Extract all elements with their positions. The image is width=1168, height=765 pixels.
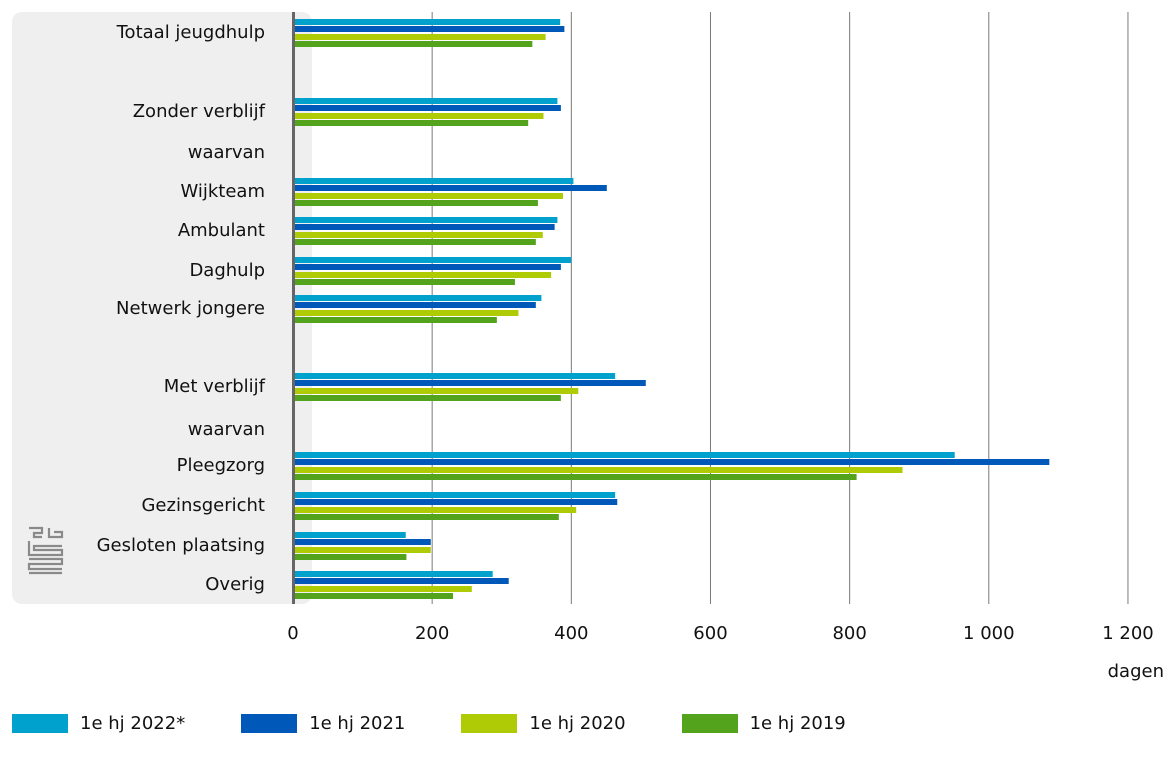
bar <box>293 539 431 545</box>
x-tick-label: 1 200 <box>1102 623 1154 644</box>
legend-item: 1e hj 2021 <box>241 713 405 734</box>
bar <box>293 395 561 401</box>
category-panel <box>12 12 312 604</box>
legend-label: 1e hj 2021 <box>309 712 406 734</box>
bar <box>293 514 559 520</box>
bar <box>293 26 565 32</box>
category-label: Gezinsgericht <box>141 495 265 516</box>
x-tick-label: 1 000 <box>963 623 1015 644</box>
bar <box>293 98 558 104</box>
bar <box>293 380 646 386</box>
bar <box>293 459 1050 465</box>
bar <box>293 492 616 498</box>
category-label: Netwerk jongere <box>116 298 265 319</box>
bar <box>293 586 472 592</box>
category-labels: Totaal jeugdhulp Zonder verblijf waarvan Wi… <box>97 22 266 595</box>
legend-label: 1e hj 2022* <box>80 712 186 734</box>
bar <box>293 224 555 230</box>
legend-item: 1e hj 2022* <box>12 713 185 734</box>
bar <box>293 113 544 119</box>
bar <box>293 388 579 394</box>
bar <box>293 532 406 538</box>
bar <box>293 452 955 458</box>
category-label: Gesloten plaatsing <box>97 535 265 556</box>
category-label: Zonder verblijf <box>133 101 266 122</box>
bar <box>293 467 903 473</box>
bar <box>293 578 509 584</box>
bar <box>293 193 563 199</box>
bar <box>293 507 577 513</box>
x-tick-label: 600 <box>693 623 727 644</box>
bar <box>293 272 552 278</box>
category-label: Totaal jeugdhulp <box>116 22 265 43</box>
category-label: Ambulant <box>178 220 265 241</box>
x-tick-label: 800 <box>832 623 866 644</box>
bar <box>293 554 407 560</box>
category-label: Daghulp <box>189 260 265 281</box>
bar <box>293 373 616 379</box>
legend-swatch <box>12 713 68 733</box>
legend: 1e hj 2022* 1e hj 2021 1e hj 2020 1e hj 201… <box>12 708 902 738</box>
legend-item: 1e hj 2019 <box>681 712 846 734</box>
bar <box>293 185 607 191</box>
bar <box>293 232 543 238</box>
legend-item: 1e hj 2020 <box>461 712 626 734</box>
bar <box>293 310 519 316</box>
bar <box>293 302 536 308</box>
bar <box>293 105 561 111</box>
bar <box>293 257 572 263</box>
category-label: Met verblijf <box>164 376 266 397</box>
cbs-logo-icon <box>27 526 64 575</box>
category-label: Overig <box>205 574 265 595</box>
bar <box>293 593 454 599</box>
bar <box>293 19 561 25</box>
bar <box>293 571 493 577</box>
bar <box>293 217 558 223</box>
bar <box>293 279 515 285</box>
bar <box>293 41 533 47</box>
bar <box>293 178 574 184</box>
legend-swatch <box>681 713 738 733</box>
bars <box>293 19 1050 599</box>
bar <box>293 200 538 206</box>
bar <box>293 295 542 301</box>
bar <box>293 239 536 245</box>
category-label: waarvan <box>188 142 265 163</box>
bar <box>293 264 561 270</box>
legend-label: 1e hj 2020 <box>529 712 626 734</box>
bar <box>293 547 431 553</box>
bar <box>293 499 618 505</box>
x-tick-label: 0 <box>287 623 298 644</box>
x-axis-label: dagen <box>1108 661 1164 682</box>
bar <box>293 34 546 40</box>
x-tick-label: 200 <box>415 623 449 644</box>
x-tick-labels: 0 200 400 600 800 1 000 1 200 <box>287 623 1153 644</box>
bar <box>293 474 857 480</box>
legend-swatch <box>461 713 518 733</box>
legend-label: 1e hj 2019 <box>749 712 846 734</box>
category-label: Pleegzorg <box>177 455 265 476</box>
bar <box>293 317 497 323</box>
category-label: Wijkteam <box>180 181 265 202</box>
bar <box>293 120 529 126</box>
legend-swatch <box>241 713 298 733</box>
x-tick-label: 400 <box>554 623 588 644</box>
category-label: waarvan <box>188 419 265 440</box>
